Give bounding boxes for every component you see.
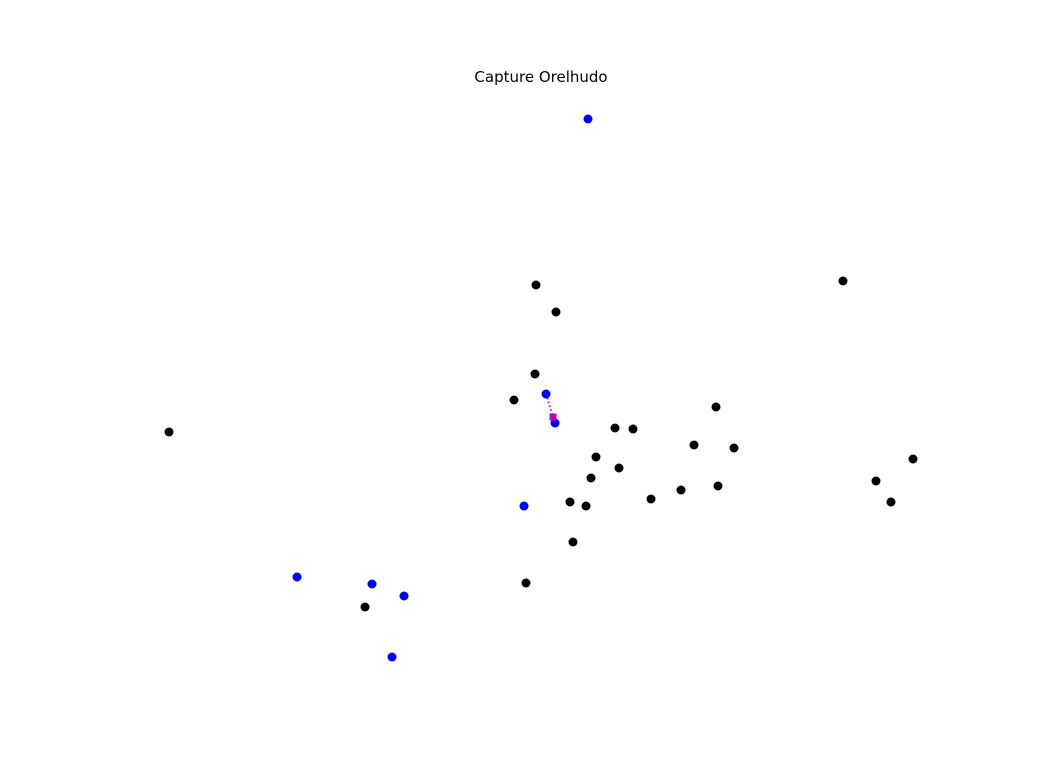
scatter-point-s0-20 xyxy=(581,501,591,511)
scatter-point-s0-15 xyxy=(871,476,881,486)
scatter-point-s0-1 xyxy=(551,307,561,317)
trajectory-end-marker xyxy=(549,413,557,421)
scatter-point-s0-10 xyxy=(729,443,739,453)
scatter-point-s1-4 xyxy=(292,572,302,582)
scatter-point-s0-24 xyxy=(360,602,370,612)
scatter-point-s1-1 xyxy=(541,389,551,399)
scatter-point-s0-21 xyxy=(886,497,896,507)
scatter-point-s0-22 xyxy=(568,537,578,547)
scatter-point-s1-2 xyxy=(550,418,560,428)
scatter-point-s1-6 xyxy=(399,591,409,601)
scatter-point-s0-17 xyxy=(676,485,686,495)
scatter-point-s1-5 xyxy=(367,579,377,589)
scatter-point-s0-3 xyxy=(530,369,540,379)
scatter-point-s0-7 xyxy=(610,423,620,433)
scatter-point-s0-2 xyxy=(838,276,848,286)
chart-title: Capture Orelhudo xyxy=(474,68,608,86)
scatter-point-s0-0 xyxy=(531,280,541,290)
scatter-point-s0-18 xyxy=(646,494,656,504)
scatter-point-s0-23 xyxy=(521,578,531,588)
scatter-point-s0-12 xyxy=(614,463,624,473)
scatter-point-s1-7 xyxy=(387,652,397,662)
scatter-point-s1-3 xyxy=(519,501,529,511)
scatter-point-s0-5 xyxy=(711,402,721,412)
scatter-point-s0-11 xyxy=(591,452,601,462)
scatter-point-s0-8 xyxy=(628,424,638,434)
scatter-point-s0-9 xyxy=(689,440,699,450)
scatter-point-s1-0 xyxy=(583,114,593,124)
scatter-point-s0-13 xyxy=(908,454,918,464)
scatter-point-s0-14 xyxy=(586,473,596,483)
scatter-point-s0-4 xyxy=(509,395,519,405)
scatter-point-s0-16 xyxy=(713,481,723,491)
scatter-point-s0-6 xyxy=(164,427,174,437)
scatter-point-s0-19 xyxy=(565,497,575,507)
